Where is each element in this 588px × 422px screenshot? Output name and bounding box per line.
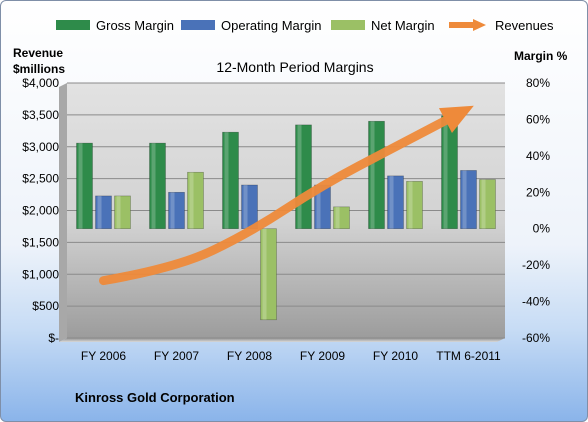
right-tick-label: 80%	[526, 76, 550, 90]
left-tick-label: $2,500	[22, 172, 59, 186]
left-tick-label: $500	[32, 299, 59, 313]
legend-swatch-net-margin	[331, 20, 365, 30]
left-tick-label: $3,000	[22, 140, 59, 154]
legend-label-operating-margin: Operating Margin	[221, 17, 322, 33]
bar-highlight	[189, 172, 194, 229]
right-tick-label: 20%	[526, 185, 550, 199]
bar-highlight	[316, 185, 321, 229]
bar-gross-margin	[76, 142, 93, 230]
bar-net-margin	[187, 171, 204, 230]
bar-highlight	[462, 170, 467, 229]
bar-gross-margin	[222, 131, 239, 230]
bar-highlight	[224, 132, 229, 229]
company-name: Kinross Gold Corporation	[75, 390, 235, 405]
chart-title: 12-Month Period Margins	[216, 59, 374, 75]
bar-net-margin	[260, 228, 277, 321]
bar-highlight	[262, 228, 267, 320]
revenue-arrow-head	[438, 105, 474, 133]
left-axis-title: Revenue $millions	[13, 45, 65, 77]
bar-operating-margin	[95, 195, 112, 230]
category-label: FY 2006	[81, 349, 126, 363]
legend-item-net-margin: Net Margin	[331, 15, 435, 35]
category-label: FY 2009	[300, 349, 345, 363]
left-tick-label: $1,500	[22, 235, 59, 249]
legend-arrow-icon	[449, 19, 486, 31]
right-tick-label: 40%	[526, 149, 550, 163]
bar-highlight	[408, 181, 413, 229]
bar-highlight	[370, 121, 375, 229]
left-tick-label: $1,000	[22, 267, 59, 281]
category-label: FY 2008	[227, 349, 272, 363]
left-tick-label: $-	[48, 331, 59, 345]
category-label: FY 2007	[154, 349, 199, 363]
bar-operating-margin	[168, 191, 185, 230]
bar-highlight	[297, 124, 302, 229]
plot-floor	[59, 338, 505, 342]
bar-highlight	[151, 143, 156, 229]
bar-operating-margin	[387, 175, 404, 230]
left-tick-label: $4,000	[22, 76, 59, 90]
bar-highlight	[170, 192, 175, 229]
revenue-line	[99, 116, 450, 286]
left-axis-title-line2: $millions	[13, 62, 66, 76]
legend-swatch-gross-margin	[56, 20, 90, 30]
right-tick-label: 60%	[526, 112, 550, 126]
right-tick-label: -60%	[522, 331, 550, 345]
left-axis-title-line1: Revenue	[13, 46, 64, 60]
legend-label-gross-margin: Gross Margin	[96, 17, 175, 33]
legend-item-gross-margin: Gross Margin	[56, 15, 174, 35]
bar-gross-margin	[149, 142, 166, 230]
bar-highlight	[443, 115, 448, 229]
bar-highlight	[243, 185, 248, 229]
bar-net-margin	[479, 179, 496, 230]
right-tick-label: -40%	[522, 295, 550, 309]
legend-label-revenues: Revenues	[495, 17, 554, 33]
right-axis-title: Margin %	[514, 49, 568, 63]
left-tick-label: $3,500	[22, 108, 59, 122]
bar-highlight	[78, 143, 83, 229]
legend-item-revenues: Revenues	[447, 15, 554, 35]
bar-net-margin	[114, 195, 131, 230]
bar-net-margin	[333, 206, 350, 230]
legend-swatch-operating-margin	[181, 20, 215, 30]
bar-highlight	[335, 206, 340, 229]
bar-operating-margin	[460, 170, 477, 230]
right-tick-label: 0%	[533, 222, 551, 236]
bar-highlight	[116, 195, 121, 229]
left-tick-label: $2,000	[22, 204, 59, 218]
right-tick-label: -20%	[522, 258, 550, 272]
bar-highlight	[389, 175, 394, 229]
category-label: TTM 6-2011	[436, 349, 501, 363]
legend-label-net-margin: Net Margin	[371, 17, 435, 33]
plot-side-wall	[59, 83, 67, 342]
bar-gross-margin	[368, 120, 385, 230]
bar-net-margin	[406, 181, 423, 230]
legend-item-operating-margin: Operating Margin	[181, 15, 321, 35]
bar-highlight	[481, 179, 486, 229]
bar-highlight	[97, 195, 102, 229]
category-label: FY 2010	[373, 349, 418, 363]
